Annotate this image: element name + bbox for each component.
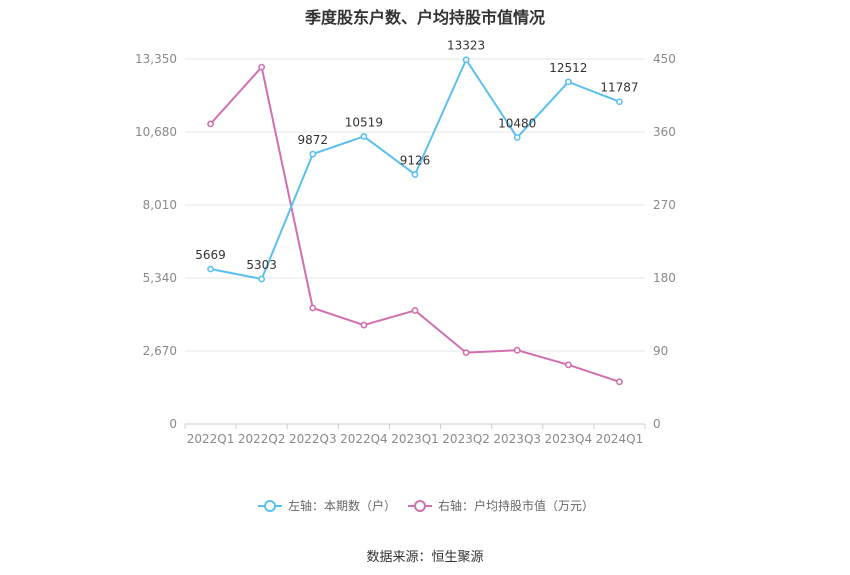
data-label: 11787 (600, 81, 638, 95)
data-label: 10519 (345, 115, 383, 129)
data-point-left (207, 265, 214, 273)
left-axis: 0 2,670 5,340 8,010 10,680 13,350 (135, 52, 177, 431)
grid-lines (185, 58, 645, 352)
x-tick-label: 2023Q1 (391, 432, 439, 446)
data-point-left (462, 56, 470, 64)
x-tick-label: 2024Q1 (596, 432, 644, 446)
data-point-left (258, 275, 266, 283)
data-point-right (616, 378, 623, 386)
right-axis: 0 90 180 270 360 450 (653, 52, 676, 431)
x-tick-label: 2022Q3 (289, 432, 337, 446)
data-point-right (207, 120, 214, 128)
x-tick-label: 2022Q1 (187, 432, 235, 446)
left-tick-label: 0 (169, 417, 177, 431)
data-point-left (564, 78, 572, 86)
x-axis: 2022Q1 2022Q2 2022Q3 2022Q4 2023Q1 2023Q2 2023… (184, 423, 646, 446)
x-tick-label: 2023Q2 (442, 432, 490, 446)
data-point-right (360, 321, 368, 329)
data-label: 5669 (195, 248, 226, 262)
right-tick-label: 180 (653, 271, 676, 285)
left-tick-label: 5,340 (143, 271, 177, 285)
data-label: 13323 (447, 39, 485, 53)
data-point-right (258, 63, 266, 71)
legend-label: 右轴：户均持股市值（万元） (438, 498, 594, 513)
data-point-left (309, 150, 317, 158)
right-tick-label: 270 (653, 198, 676, 212)
series-layer: 5669 5303 9872 10519 9126 13323 10480 12512 1178… (195, 39, 639, 386)
legend-marker (414, 500, 426, 512)
legend-marker (264, 500, 276, 512)
data-point-right (462, 349, 470, 357)
left-tick-label: 2,670 (143, 344, 177, 358)
legend: 左轴：本期数（户） 右轴：户均持股市值（万元） (258, 498, 594, 513)
data-point-right (513, 346, 521, 354)
data-source: 数据来源：恒生聚源 (366, 550, 484, 565)
data-point-left (411, 171, 419, 178)
x-tick-label: 2022Q2 (238, 432, 286, 446)
data-point-right (564, 361, 572, 369)
data-label: 12512 (549, 61, 587, 75)
left-tick-label: 8,010 (143, 198, 177, 212)
right-tick-label: 0 (653, 417, 661, 431)
data-point-right (411, 307, 419, 314)
x-tick-label: 2023Q4 (545, 432, 593, 446)
right-tick-label: 450 (653, 52, 676, 66)
series-line-right (209, 64, 620, 383)
data-label: 9126 (400, 153, 431, 167)
left-tick-label: 13,350 (135, 52, 177, 66)
x-tick-label: 2022Q4 (340, 432, 388, 446)
left-tick-label: 10,680 (135, 125, 177, 139)
right-tick-label: 360 (653, 125, 676, 139)
data-label: 10480 (498, 116, 536, 130)
data-point-right (309, 304, 317, 312)
data-label: 9872 (298, 133, 329, 147)
data-point-left (360, 133, 368, 140)
data-label: 5303 (246, 258, 277, 272)
right-tick-label: 90 (653, 344, 668, 358)
data-point-left (513, 134, 521, 141)
data-point-left (616, 98, 623, 106)
chart-title: 季度股东户数、户均持股市值情况 (304, 8, 545, 27)
series-line-left (210, 57, 620, 281)
legend-label: 左轴：本期数（户） (288, 498, 396, 513)
x-tick-label: 2023Q3 (493, 432, 541, 446)
legend-item-left[interactable]: 左轴：本期数（户） (258, 498, 396, 513)
legend-item-right[interactable]: 右轴：户均持股市值（万元） (408, 498, 594, 513)
